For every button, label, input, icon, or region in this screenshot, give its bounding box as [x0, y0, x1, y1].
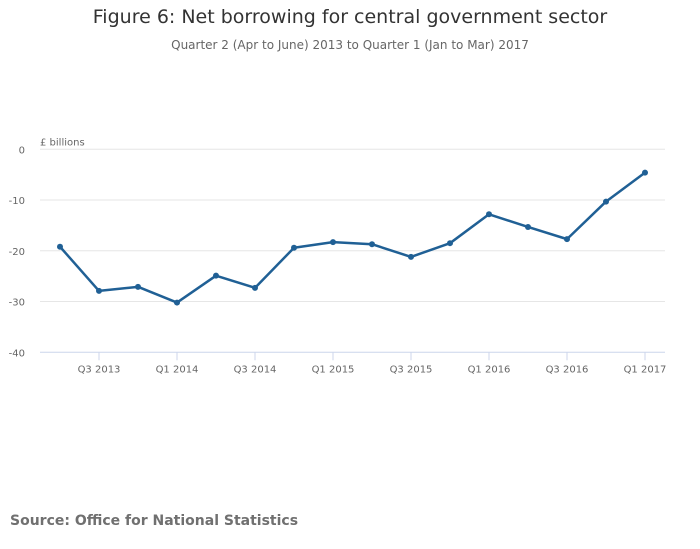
data-point — [252, 284, 258, 291]
y-tick-label: -10 — [9, 196, 25, 207]
x-tick-label: Q3 2013 — [78, 364, 121, 375]
x-tick-label: Q1 2017 — [624, 364, 667, 375]
x-tick-label: Q3 2014 — [234, 364, 277, 375]
y-axis-label: £ billions — [40, 137, 85, 148]
y-tick-label: -30 — [9, 298, 25, 309]
data-point — [408, 253, 414, 260]
x-tick-label: Q3 2015 — [390, 364, 433, 375]
source-note: Source: Office for National Statistics — [10, 513, 299, 529]
x-tick-label: Q3 2016 — [546, 364, 589, 375]
chart-subtitle: Quarter 2 (Apr to June) 2013 to Quarter … — [171, 38, 529, 52]
x-tick-label: Q1 2014 — [156, 364, 199, 375]
data-point — [96, 287, 102, 294]
data-point — [291, 244, 297, 251]
x-tick-label: Q1 2016 — [468, 364, 511, 375]
series-line — [59, 171, 646, 304]
chart-title: Figure 6: Net borrowing for central gove… — [92, 6, 608, 28]
y-tick-label: -40 — [9, 348, 25, 359]
y-tick-label: 0 — [19, 145, 25, 156]
data-point — [174, 299, 180, 306]
data-point — [525, 223, 531, 230]
data-point — [486, 211, 492, 218]
data-point — [57, 243, 63, 250]
data-point — [330, 239, 336, 246]
data-point — [447, 240, 453, 247]
data-point — [135, 283, 141, 290]
data-point — [642, 169, 648, 176]
y-tick-label: -20 — [9, 247, 25, 258]
data-point — [369, 241, 375, 248]
x-tick-label: Q1 2015 — [312, 364, 355, 375]
data-point — [564, 236, 570, 243]
data-point — [603, 198, 609, 205]
data-point — [213, 272, 219, 279]
